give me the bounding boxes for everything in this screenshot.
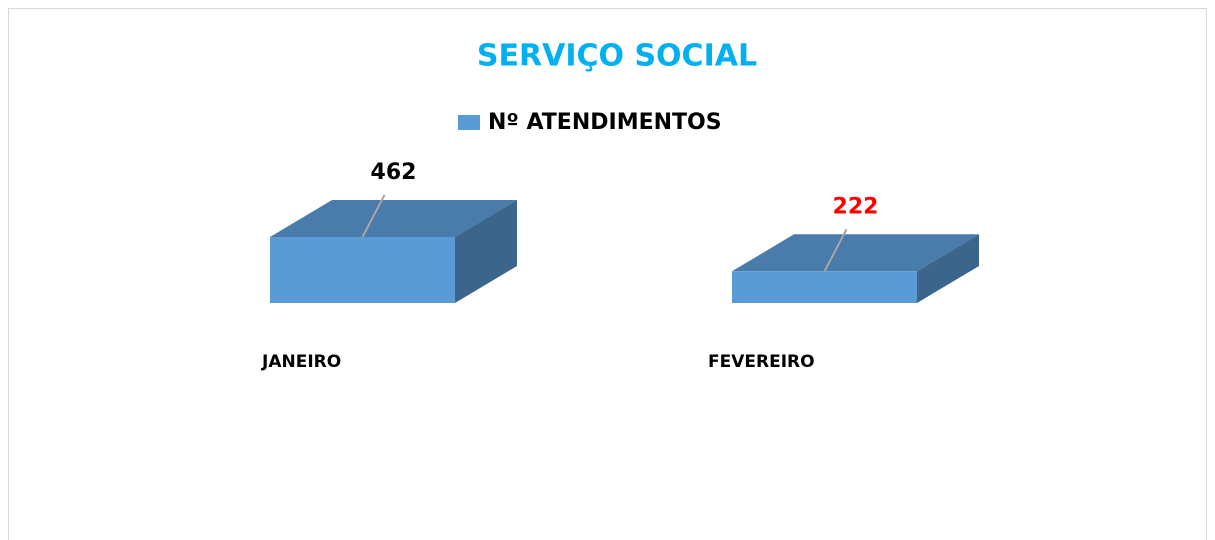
leader-line	[361, 194, 386, 238]
bar-side	[455, 200, 517, 303]
data-label: 222	[833, 194, 879, 219]
x-tick-label: FEVEREIRO	[708, 352, 815, 372]
bar	[270, 237, 455, 303]
bar	[732, 271, 917, 303]
bar-top	[732, 234, 979, 272]
x-tick-label: JANEIRO	[261, 352, 341, 372]
bar-top	[270, 200, 517, 237]
chart-title: SERVIÇO SOCIAL	[477, 39, 757, 74]
chart-frame	[8, 8, 1207, 540]
bar-side	[917, 234, 979, 303]
data-label: 462	[371, 160, 417, 185]
legend-swatch	[458, 115, 480, 130]
leader-line	[823, 228, 848, 272]
legend-label: Nº ATENDIMENTOS	[488, 110, 722, 135]
